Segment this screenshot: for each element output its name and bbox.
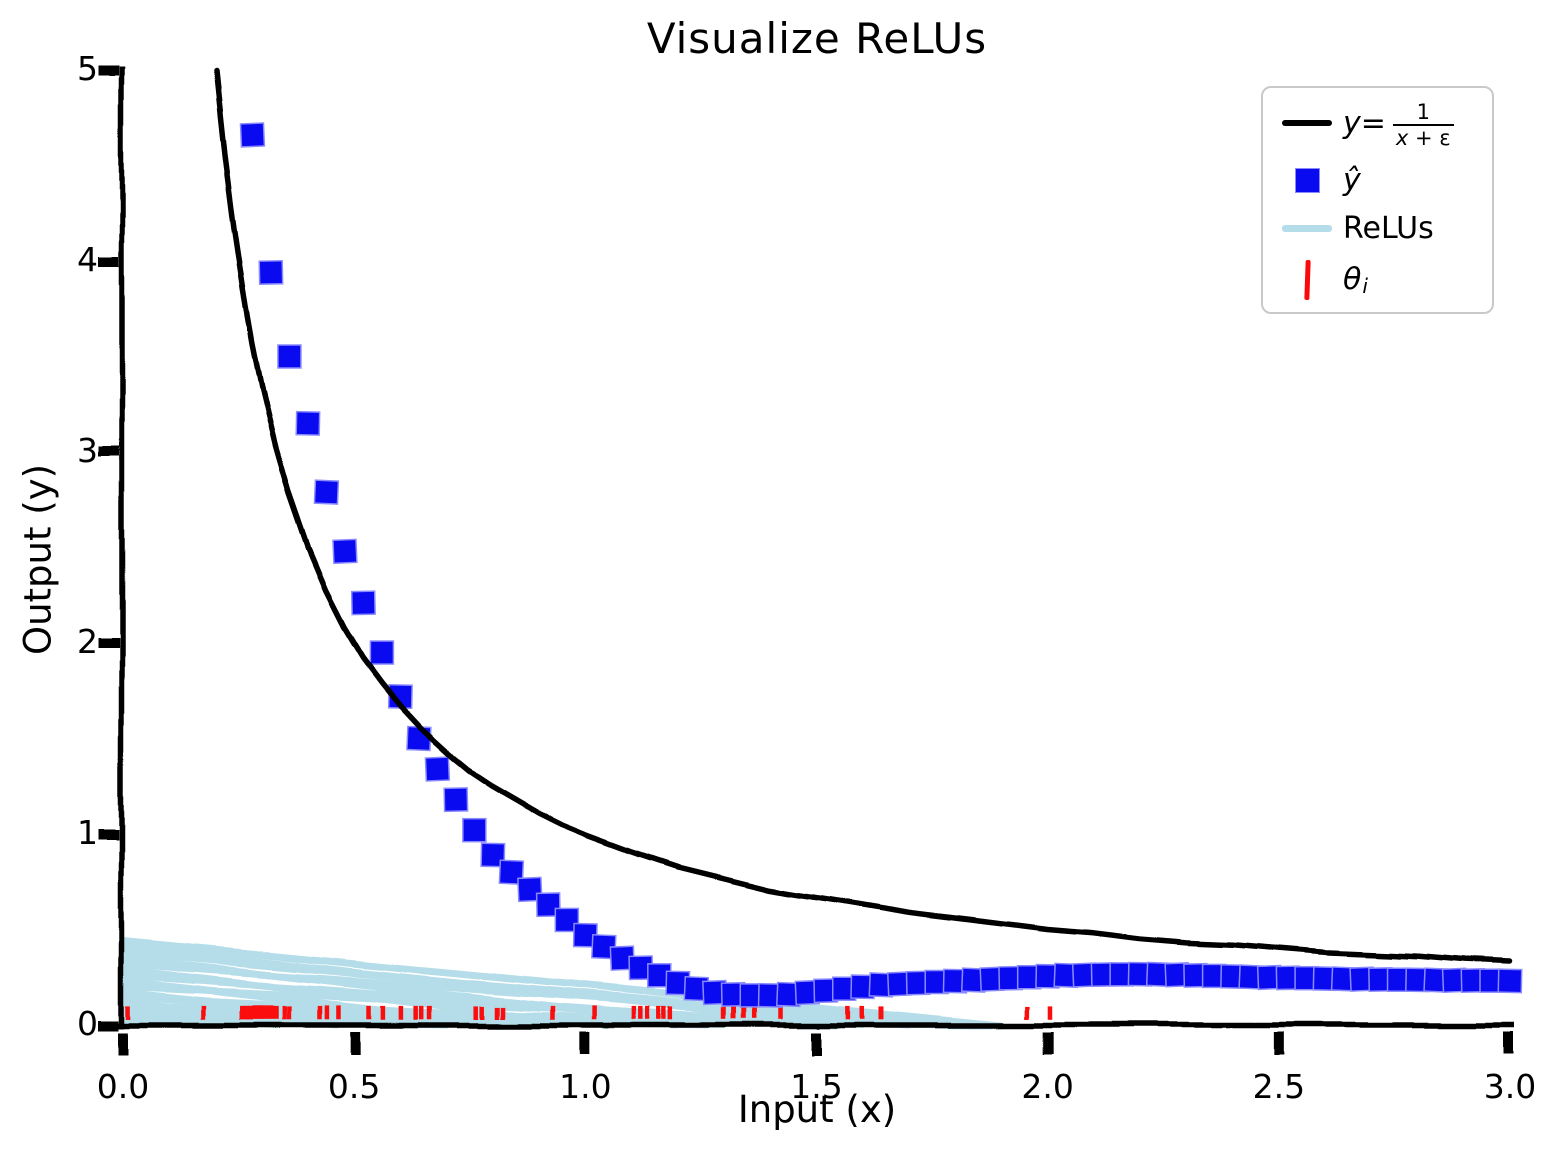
legend-item-relus-label: ReLUs xyxy=(1343,210,1434,246)
legend-item-yhat: ŷ xyxy=(1271,164,1480,197)
axes-spines xyxy=(98,65,1516,1055)
x-tick-label-1.5: 1.5 xyxy=(790,1067,843,1106)
theta-rug-ticks xyxy=(126,1005,1053,1020)
y-tick-label-2: 2 xyxy=(77,622,98,661)
chart-title: Visualize ReLUs xyxy=(646,14,988,63)
x-tick-label-2.0: 2.0 xyxy=(1021,1067,1074,1106)
legend-item-yhat-label: ŷ xyxy=(1343,162,1361,198)
x-tick-label-0.0: 0.0 xyxy=(96,1067,150,1106)
y-tick-label-3: 3 xyxy=(77,431,98,470)
y-tick-label-4: 4 xyxy=(77,240,98,279)
x-tick-label-2.5: 2.5 xyxy=(1252,1067,1306,1106)
x-axis-label: Input (x) xyxy=(737,1088,897,1131)
y-tick-label-1: 1 xyxy=(77,813,98,852)
y-axis-label: Output (y) xyxy=(16,463,60,656)
y-tick-label-5: 5 xyxy=(77,49,98,88)
relus-line-swatch-icon xyxy=(1271,224,1343,232)
curve-line-swatch-icon xyxy=(1271,120,1343,127)
yhat-markers xyxy=(239,122,1523,1008)
y-tick-label-0: 0 xyxy=(77,1004,98,1043)
target-curve xyxy=(212,67,1513,965)
x-tick-label-1.0: 1.0 xyxy=(559,1067,612,1106)
x-tick-label-0.5: 0.5 xyxy=(327,1067,381,1106)
x-tick-label-3.0: 3.0 xyxy=(1483,1067,1537,1106)
yhat-square-swatch-icon xyxy=(1271,167,1343,193)
legend-item-relus: ReLUs xyxy=(1271,212,1480,245)
theta-tick-swatch-icon xyxy=(1271,259,1343,301)
